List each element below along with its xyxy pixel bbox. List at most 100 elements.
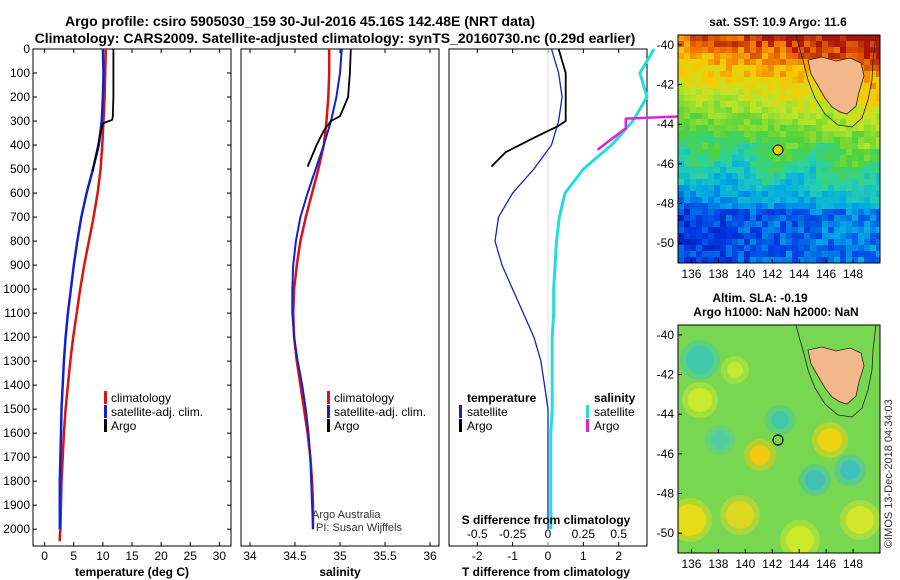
sst-cell <box>684 47 690 53</box>
sst-cell <box>678 245 684 251</box>
sst-cell <box>804 89 810 95</box>
sst-cell <box>732 89 738 95</box>
sst-cell <box>708 161 714 167</box>
sst-cell <box>762 119 768 125</box>
sst-cell <box>696 95 702 101</box>
sst-cell <box>750 173 756 179</box>
sst-cell <box>690 47 696 53</box>
temperature-tick-label: 25 <box>184 549 198 563</box>
sst-cell <box>864 71 870 77</box>
sst-cell <box>738 239 744 245</box>
sst-cell <box>684 191 690 197</box>
sst-cell <box>780 251 786 257</box>
sst-cell <box>846 53 852 59</box>
sst-cell <box>834 47 840 53</box>
sst-cell <box>810 203 816 209</box>
sst-cell <box>690 239 696 245</box>
shelf-contour <box>795 35 877 128</box>
sst-cell <box>816 41 822 47</box>
sst-cell <box>774 41 780 47</box>
sst-cell <box>792 65 798 71</box>
sst-cell <box>804 173 810 179</box>
sst-cell <box>690 191 696 197</box>
sst-cell <box>852 161 858 167</box>
sst-cell <box>852 137 858 143</box>
sst-cell <box>744 131 750 137</box>
sst-cell <box>864 65 870 71</box>
sst-cell <box>762 95 768 101</box>
sst-cell <box>840 179 846 185</box>
sla-anomaly-core <box>727 362 743 378</box>
sst-cell <box>870 245 876 251</box>
sst-cell <box>678 155 684 161</box>
sst-cell <box>852 203 858 209</box>
sst-cell <box>786 47 792 53</box>
sst-cell <box>762 155 768 161</box>
sst-cell <box>870 113 876 119</box>
sst-cell <box>726 251 732 257</box>
sla-anomaly-core <box>805 470 825 490</box>
sst-cell <box>864 143 870 149</box>
sst-cell <box>870 215 876 221</box>
temperature-tick-label: 15 <box>125 549 139 563</box>
sst-cell <box>678 95 684 101</box>
sst-cell <box>846 215 852 221</box>
sst-cell <box>786 125 792 131</box>
sst-cell <box>702 221 708 227</box>
sst-cell <box>678 101 684 107</box>
sst-cell <box>738 35 744 41</box>
sst-cell <box>840 227 846 233</box>
sst-cell <box>678 221 684 227</box>
sst-cell <box>810 125 816 131</box>
sst-cell <box>726 137 732 143</box>
sst-cell <box>780 59 786 65</box>
sst-cell <box>768 197 774 203</box>
sla-anomaly-core <box>711 431 729 449</box>
sst-cell <box>708 113 714 119</box>
sst-cell <box>810 197 816 203</box>
sst-cell <box>738 227 744 233</box>
sst-cell <box>696 173 702 179</box>
sst-cell <box>876 179 880 185</box>
sst-cell <box>726 215 732 221</box>
sst-cell <box>858 155 864 161</box>
sst-cell <box>834 251 840 257</box>
sst-cell <box>798 173 804 179</box>
sst-cell <box>750 125 756 131</box>
legend-climatology: climatology <box>111 391 171 405</box>
sst-cell <box>816 239 822 245</box>
sst-cell <box>744 65 750 71</box>
sst-cell <box>870 83 876 89</box>
sst-cell <box>786 113 792 119</box>
sst-cell <box>750 77 756 83</box>
sst-cell <box>858 203 864 209</box>
sst-cell <box>810 161 816 167</box>
sst-cell <box>834 119 840 125</box>
sst-cell <box>684 125 690 131</box>
sst-cell <box>786 59 792 65</box>
sst-cell <box>870 233 876 239</box>
sst-cell <box>858 89 864 95</box>
sst-cell <box>816 35 822 41</box>
sst-cell <box>828 143 834 149</box>
sst-cell <box>786 53 792 59</box>
sst-cell <box>684 41 690 47</box>
sst-cell <box>720 89 726 95</box>
sst-cell <box>738 149 744 155</box>
sst-cell <box>690 143 696 149</box>
sst-cell <box>780 167 786 173</box>
sst-cell <box>726 77 732 83</box>
sst-cell <box>870 41 876 47</box>
temperature-plot-frame <box>32 48 232 547</box>
sst-cell <box>858 179 864 185</box>
sst-cell <box>732 167 738 173</box>
sst-cell <box>852 155 858 161</box>
sst-cell <box>804 83 810 89</box>
sst-cell <box>768 47 774 53</box>
sst-cell <box>828 161 834 167</box>
sla-map-frame <box>677 324 881 554</box>
sst-cell <box>720 209 726 215</box>
sst-cell <box>858 95 864 101</box>
sst-cell <box>732 65 738 71</box>
sst-cell <box>846 239 852 245</box>
